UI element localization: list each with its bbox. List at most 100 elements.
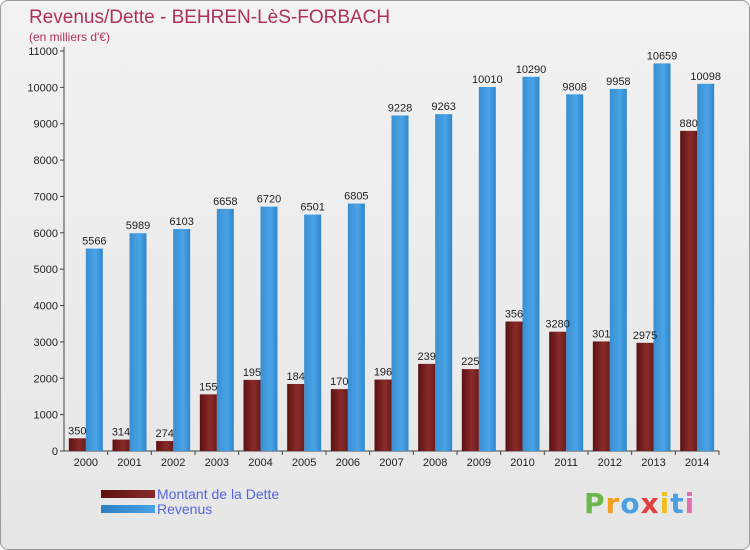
logo-letter: x	[640, 487, 660, 520]
bar-revenue	[566, 94, 584, 451]
data-label-revenue: 5566	[82, 236, 106, 248]
x-tick-label: 2014	[685, 457, 709, 469]
bar-debt	[330, 389, 348, 451]
logo-letter: P	[584, 487, 606, 520]
data-label-debt: 225	[461, 356, 479, 368]
data-label-debt: 314	[112, 427, 130, 439]
logo-letter: i	[659, 487, 671, 520]
y-tick-label: 5000	[34, 264, 58, 276]
bar-debt	[156, 441, 174, 451]
data-label-debt: 184	[286, 371, 304, 383]
legend-swatch-debt	[101, 489, 155, 498]
bar-debt	[112, 439, 130, 451]
legend-label-revenue: Revenus	[157, 500, 213, 517]
bar-revenue	[173, 229, 191, 451]
y-tick-label: 1000	[34, 410, 58, 422]
bar-revenue	[435, 114, 453, 451]
bar-revenue	[697, 83, 715, 452]
data-label-revenue: 9263	[431, 101, 455, 113]
x-tick-label: 2008	[423, 457, 447, 469]
data-label-debt: 196	[374, 367, 392, 379]
bar-debt	[68, 438, 86, 451]
bar-debt	[374, 379, 392, 451]
bar-revenue	[216, 208, 234, 451]
data-label-revenue: 6501	[300, 202, 324, 214]
data-label-debt: 274	[155, 428, 173, 440]
data-label-debt: 195	[243, 367, 261, 379]
y-tick-label: 4000	[34, 301, 58, 313]
data-label-revenue: 10010	[472, 74, 503, 86]
bar-revenue	[85, 248, 103, 451]
bar-debt	[592, 341, 610, 451]
bar-debt	[680, 130, 698, 451]
bar-debt	[418, 363, 436, 451]
data-label-debt: 155	[199, 381, 217, 393]
bar-revenue	[609, 88, 627, 452]
y-tick-label: 7000	[34, 191, 58, 203]
bar-revenue	[653, 63, 671, 452]
data-label-debt: 880	[679, 118, 697, 130]
legend-swatch-revenue	[101, 504, 155, 513]
data-label-debt: 2975	[633, 330, 657, 342]
data-label-debt: 239	[417, 351, 435, 363]
proxiti-logo: Proxiti	[584, 487, 695, 520]
x-tick-label: 2003	[205, 457, 229, 469]
data-label-debt: 170	[330, 376, 348, 388]
x-tick-label: 2013	[641, 457, 665, 469]
bar-debt	[243, 379, 261, 451]
x-tick-label: 2012	[598, 457, 622, 469]
logo-letter: o	[620, 487, 641, 520]
data-label-revenue: 9808	[562, 81, 586, 93]
chart-subtitle: (en milliers d'€)	[29, 30, 110, 44]
data-label-revenue: 6103	[169, 216, 193, 228]
x-tick-label: 2002	[161, 457, 185, 469]
data-label-debt: 356	[505, 309, 523, 321]
bar-debt	[287, 383, 305, 451]
data-label-debt: 350	[68, 425, 86, 437]
y-tick-label: 11000	[28, 46, 58, 58]
y-tick-label: 6000	[34, 228, 58, 240]
bar-debt	[199, 394, 217, 451]
chart-title: Revenus/Dette - BEHREN-LèS-FORBACH	[29, 7, 391, 28]
data-label-revenue: 10098	[690, 71, 721, 83]
bar-debt	[461, 369, 479, 451]
x-tick-label: 2007	[379, 457, 403, 469]
bar-debt	[505, 321, 523, 451]
data-label-revenue: 6658	[213, 196, 237, 208]
data-label-debt: 3280	[545, 319, 569, 331]
legend-item-revenue: Revenus	[101, 500, 279, 517]
x-tick-label: 2004	[248, 457, 272, 469]
bar-debt	[636, 342, 654, 451]
data-label-revenue: 6805	[344, 191, 368, 203]
data-label-revenue: 10290	[516, 64, 547, 76]
logo-letter: r	[605, 487, 621, 520]
bar-revenue	[478, 87, 496, 451]
y-tick-label: 2000	[34, 373, 58, 385]
data-label-debt: 301	[592, 328, 610, 340]
bar-revenue	[304, 214, 322, 451]
logo-letter: t	[670, 487, 685, 520]
y-tick-label: 3000	[34, 337, 58, 349]
bar-revenue	[391, 115, 409, 451]
x-tick-label: 2011	[554, 457, 578, 469]
x-tick-label: 2006	[336, 457, 360, 469]
x-tick-label: 2000	[74, 457, 98, 469]
legend-label-debt: Montant de la Dette	[157, 485, 280, 502]
x-tick-label: 2009	[467, 457, 491, 469]
y-tick-label: 0	[52, 446, 58, 458]
bar-revenue	[347, 203, 365, 451]
data-label-revenue: 6720	[257, 194, 281, 206]
data-label-revenue: 9228	[388, 102, 412, 114]
y-tick-label: 10000	[27, 82, 58, 94]
bar-revenue	[522, 76, 540, 452]
data-label-revenue: 9958	[606, 76, 630, 88]
data-label-revenue: 10659	[647, 50, 678, 62]
legend-item-debt: Montant de la Dette	[101, 485, 280, 502]
logo-letter: i	[684, 487, 696, 520]
bar-chart: 0 1000 2000 3000 4000 5000 6000 7000 8000 9000 100…	[27, 46, 721, 469]
y-tick-label: 8000	[34, 155, 58, 167]
bar-revenue	[260, 206, 278, 451]
data-label-revenue: 5989	[126, 220, 150, 232]
x-tick-label: 2001	[117, 457, 141, 469]
